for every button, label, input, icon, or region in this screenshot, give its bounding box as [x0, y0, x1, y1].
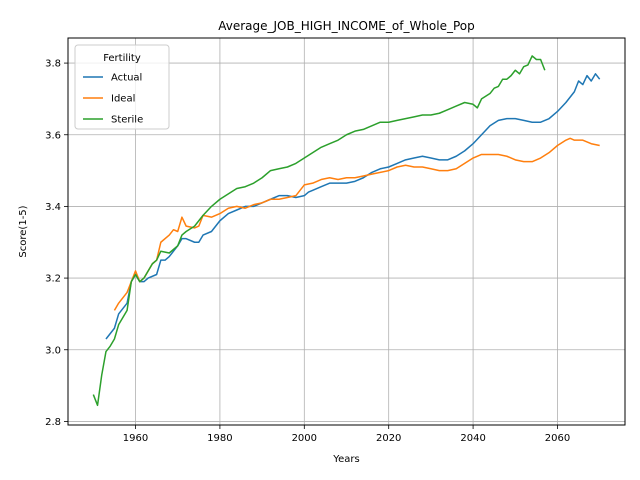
y-tick-label: 3.0 — [45, 345, 61, 356]
x-tick-label: 2040 — [460, 433, 485, 444]
x-tick-label: 1980 — [207, 433, 232, 444]
y-tick-label: 3.4 — [45, 202, 61, 213]
x-tick-label: 2060 — [545, 433, 570, 444]
series-line-sterile — [92, 55, 546, 407]
chart-title: Average_JOB_HIGH_INCOME_of_Whole_Pop — [218, 19, 475, 33]
series-line-actual — [105, 73, 601, 340]
x-axis-label: Years — [332, 454, 359, 465]
y-tick-label: 2.8 — [45, 417, 61, 428]
legend-title: Fertility — [103, 53, 141, 64]
x-tick-label: 2020 — [376, 433, 401, 444]
legend-label-ideal: Ideal — [111, 94, 135, 105]
series-lines — [92, 55, 601, 407]
y-tick-label: 3.8 — [45, 59, 61, 70]
series-line-ideal — [113, 137, 600, 311]
x-tick-label: 1960 — [123, 433, 148, 444]
y-tick-label: 3.2 — [45, 274, 61, 285]
legend: Fertility Actual Ideal Sterile — [74, 44, 170, 130]
legend-box — [74, 44, 170, 130]
plot-area-frame — [67, 37, 626, 426]
legend-label-actual: Actual — [111, 73, 142, 84]
x-axis-ticks: 1960 1980 2000 2020 2040 2060 — [123, 425, 570, 444]
x-tick-label: 2000 — [292, 433, 317, 444]
y-axis-ticks: 2.8 3.0 3.2 3.4 3.6 3.8 — [45, 59, 68, 428]
y-tick-label: 3.6 — [45, 130, 61, 141]
legend-label-sterile: Sterile — [111, 115, 143, 126]
y-axis-label: Score(1-5) — [18, 205, 29, 257]
